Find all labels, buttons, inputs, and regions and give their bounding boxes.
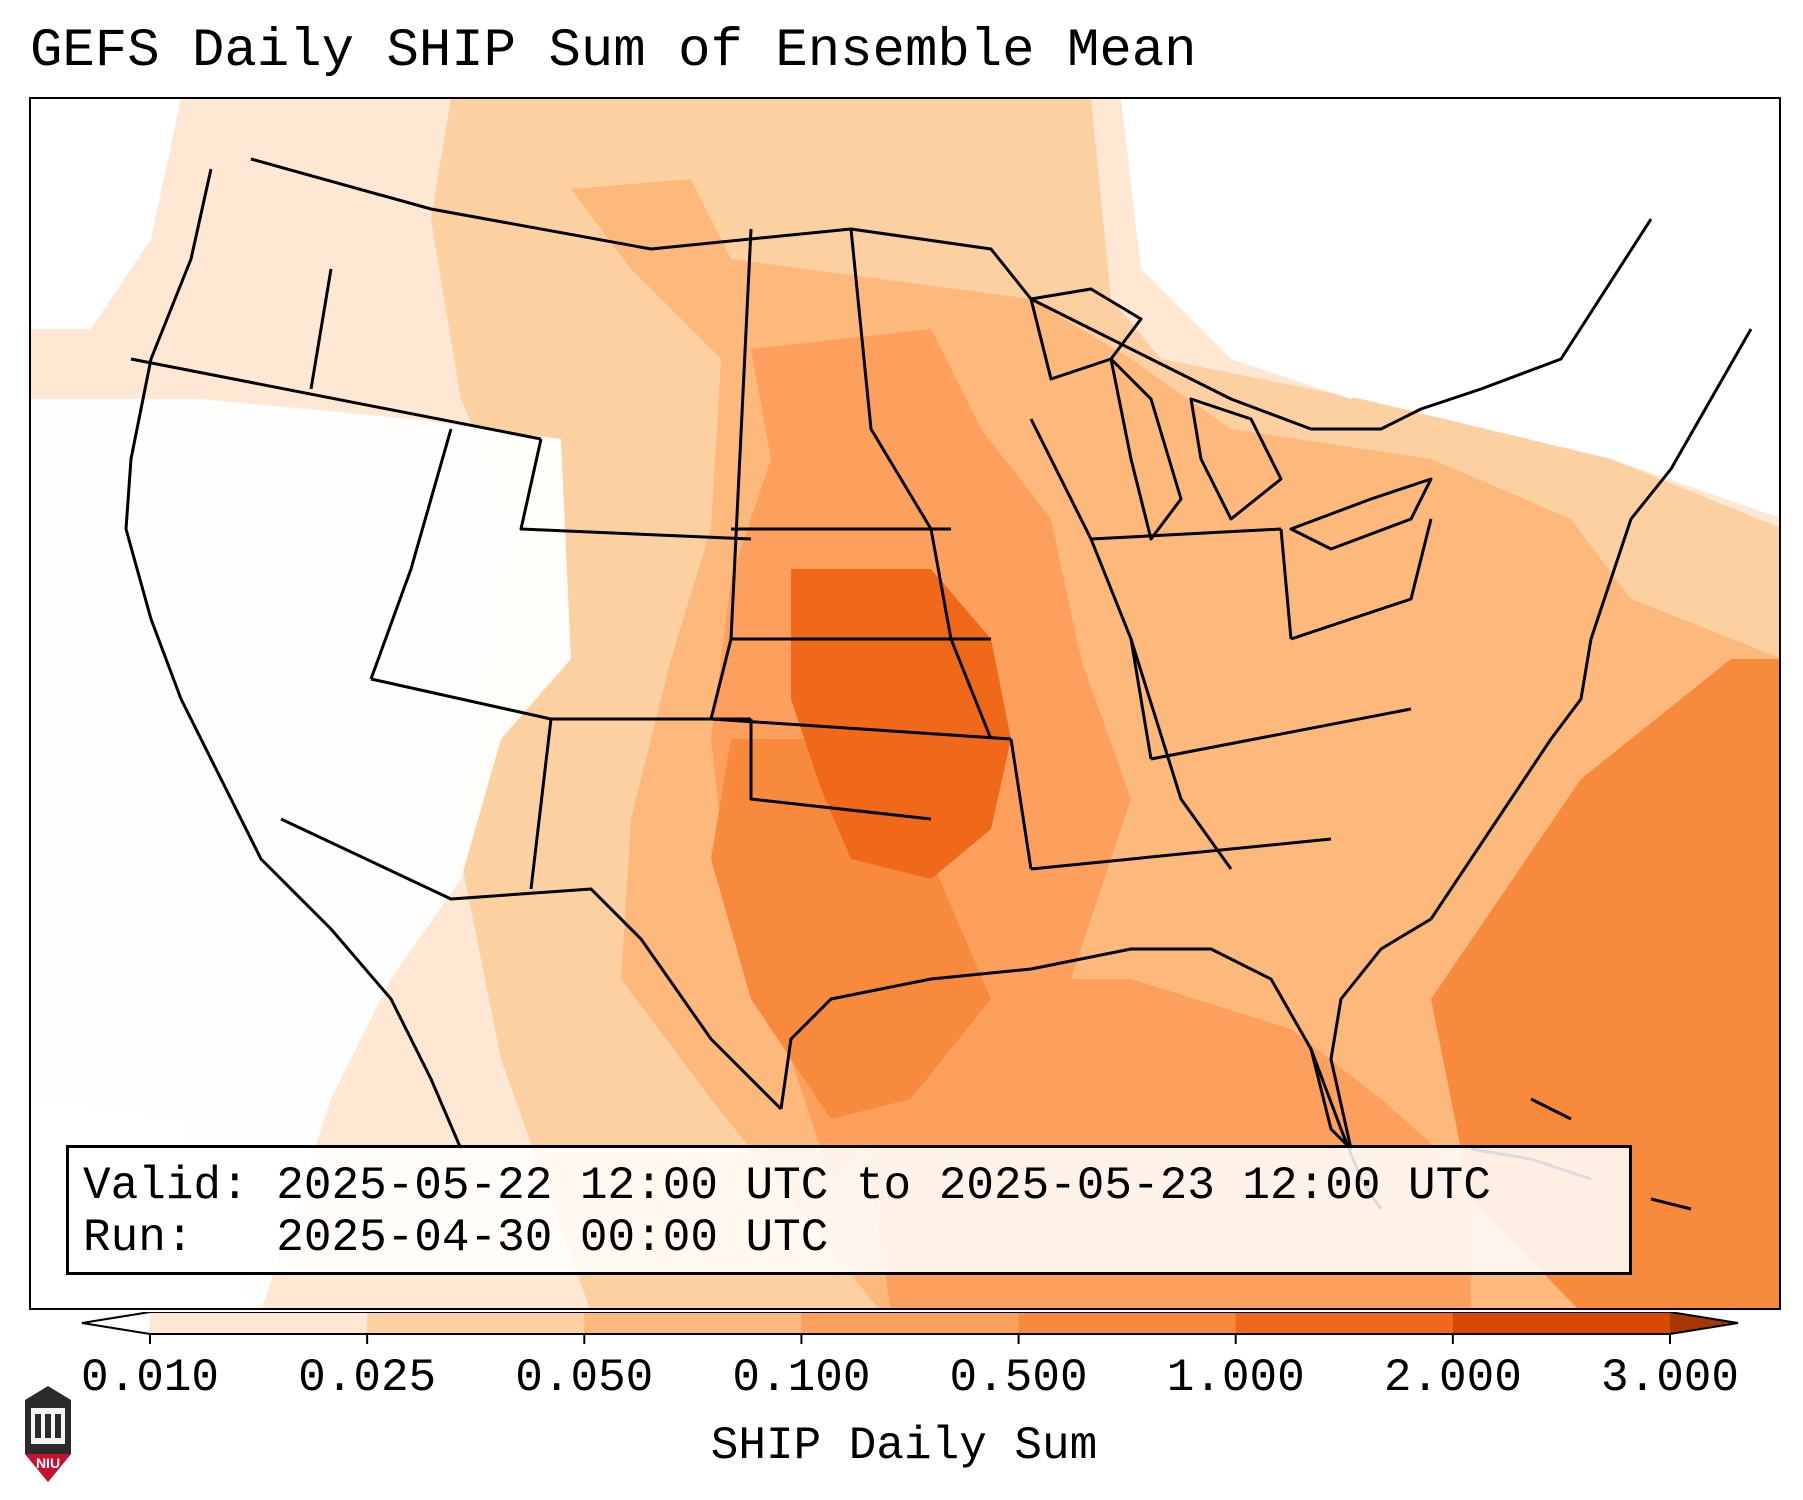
state-lines (130, 228, 1433, 890)
colorbar-cell (1235, 1312, 1454, 1334)
valid-value: 2025-05-22 12:00 UTC to 2025-05-23 12:00… (276, 1160, 1491, 1212)
canada-border (250, 157, 1653, 431)
colorbar-extend-low (82, 1312, 150, 1334)
ship-shading-west-white (31, 399, 571, 1308)
ship-field-map (31, 99, 1779, 1308)
boundaries (124, 157, 1753, 1211)
colorbar-tick-label: 0.025 (298, 1352, 437, 1404)
niu-logo: NIU (25, 1386, 71, 1482)
colorbar-cell (1018, 1312, 1237, 1334)
colorbar-extend-high (1670, 1312, 1738, 1334)
map-title: GEFS Daily SHIP Sum of Ensemble Mean (30, 21, 1197, 82)
colorbar-ticks (149, 1334, 1671, 1344)
great-lakes (1029, 287, 1433, 551)
run-value: 2025-04-30 00:00 UTC (276, 1212, 829, 1264)
valid-label: Valid: (83, 1160, 249, 1212)
colorbar-cell (1452, 1312, 1671, 1334)
mexico-border (280, 817, 783, 1111)
colorbar-outline (81, 1312, 1739, 1335)
colorbar-cell (367, 1312, 585, 1334)
colorbar-tick-label: 0.050 (515, 1352, 654, 1404)
colorbar-cells (82, 1312, 1738, 1334)
ship-shading-canada-white (1121, 99, 1511, 399)
colorbar-label: SHIP Daily Sum (710, 1420, 1098, 1472)
colorbar-tick-label: 1.000 (1166, 1352, 1305, 1404)
east-coast (1429, 328, 1753, 920)
colorbar (81, 1312, 1739, 1344)
logo-text: NIU (36, 1455, 60, 1471)
colorbar-cell (584, 1312, 802, 1334)
ship-shading-texas (711, 739, 991, 1119)
colorbar-cell (150, 1312, 368, 1334)
colorbar-cell (801, 1312, 1020, 1334)
run-label: Run: (83, 1212, 194, 1264)
colorbar-tick-label: 0.500 (949, 1352, 1088, 1404)
colorbar-tick-label: 0.010 (80, 1352, 220, 1404)
ship-shading-max (791, 569, 1011, 879)
gulf-coast (779, 917, 1432, 1151)
ship-shading-ne-pacific (31, 99, 171, 329)
valid-run-box: Valid: 2025-05-22 12:00 UTC to 2025-05-2… (66, 1145, 1632, 1275)
ship-shading (31, 99, 1779, 1308)
colorbar-tick-label: 0.100 (732, 1352, 871, 1404)
colorbar-tick-label: 3.000 (1600, 1352, 1740, 1404)
colorbar-tick-label: 2.000 (1383, 1352, 1522, 1404)
map-panel (29, 97, 1781, 1310)
west-coast (124, 168, 463, 1150)
